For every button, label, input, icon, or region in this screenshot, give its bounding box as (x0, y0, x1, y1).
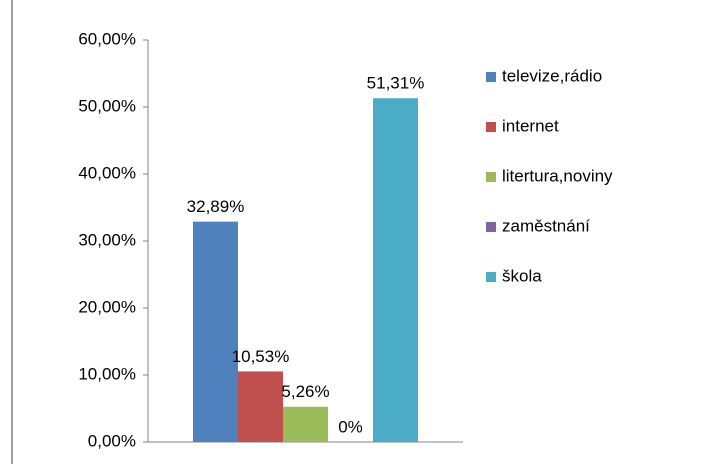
legend-swatch (486, 122, 496, 132)
bar (373, 98, 418, 443)
y-tick-label: 40,00% (78, 163, 136, 182)
legend-label: škola (502, 266, 542, 285)
legend-swatch (486, 172, 496, 182)
y-tick-label: 20,00% (78, 297, 136, 316)
y-tick-label: 10,00% (78, 364, 136, 383)
y-tick-label: 60,00% (78, 29, 136, 48)
legend-label: internet (502, 116, 559, 135)
bar (238, 371, 283, 442)
bar (193, 221, 238, 442)
legend-label: litertura,noviny (502, 166, 613, 185)
value-label: 51,31% (367, 74, 425, 93)
legend-swatch (486, 272, 496, 282)
legend-label: zaměstnání (502, 216, 590, 235)
value-label: 0% (338, 417, 363, 436)
legend-label: televize,rádio (502, 66, 602, 85)
y-tick-label: 50,00% (78, 96, 136, 115)
legend-swatch (486, 222, 496, 232)
y-tick-label: 30,00% (78, 230, 136, 249)
y-tick-label: 0,00% (88, 431, 136, 450)
value-label: 5,26% (281, 382, 329, 401)
bar (283, 406, 328, 442)
value-label: 32,89% (187, 197, 245, 216)
legend-swatch (486, 72, 496, 82)
value-label: 10,53% (232, 347, 290, 366)
